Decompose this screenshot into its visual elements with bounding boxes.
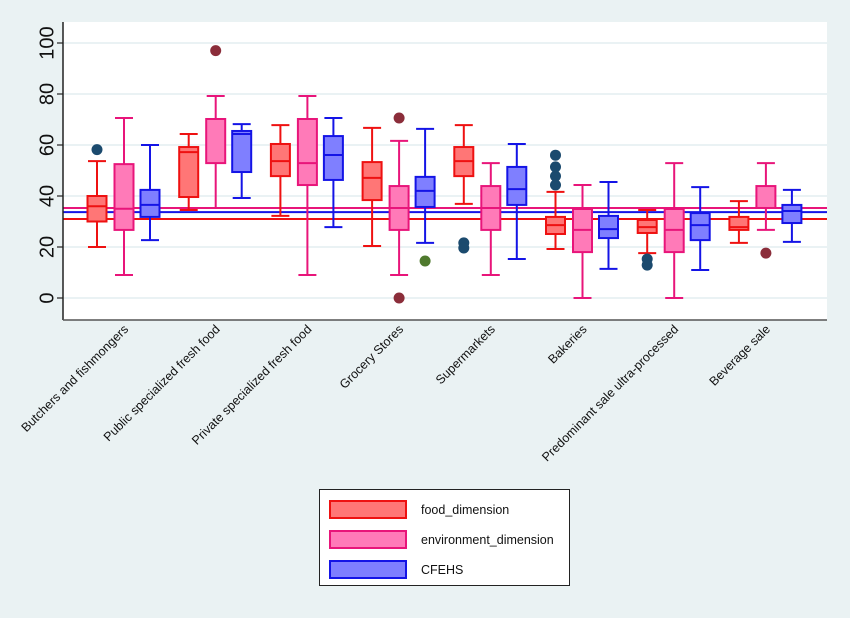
outlier-point [760,247,772,259]
outlier-point [210,45,222,57]
outlier-point [550,179,561,191]
legend: food_dimension environment_dimension CFE… [319,489,570,586]
box-iqr [598,214,619,240]
box-iqr [781,203,803,225]
box-iqr [296,117,318,187]
outlier-point [550,170,561,182]
x-tick-label: Supermarkets [433,322,498,387]
legend-item-food: food_dimension [329,499,509,520]
legend-item-cfehs: CFEHS [329,559,463,580]
box-iqr [322,135,344,181]
box-environment_dimension [113,116,135,277]
x-tick-label: Grocery Stores [337,322,406,391]
box-food_dimension [361,126,383,247]
legend-swatch-environment [329,530,407,549]
box-iqr [361,161,383,202]
legend-item-environment: environment_dimension [329,529,554,550]
x-tick-label: Bakeries [545,322,589,366]
box-iqr [86,195,108,223]
axes [62,22,827,321]
outlier-point [550,161,561,173]
x-tick-label: Beverage sale [707,322,773,388]
box-iqr [755,185,777,209]
box-CFEHS [414,127,436,267]
box-iqr [139,188,161,218]
x-tick-label: Butchers and fishmongers [19,322,132,435]
plot-area [63,22,827,320]
legend-swatch-food [329,500,407,519]
box-environment_dimension [296,95,318,277]
box-environment_dimension [663,162,685,299]
box-environment_dimension [755,162,777,259]
box-food_dimension [269,124,291,217]
box-food_dimension [636,209,658,271]
box-environment_dimension [205,45,227,209]
y-ticks: 0 20 40 60 80 100 [36,26,63,304]
outlier-point [641,259,653,271]
outlier-point [393,292,405,304]
box-environment_dimension [480,162,502,277]
outlier-point [393,112,405,124]
legend-swatch-cfehs [329,560,407,579]
box-CFEHS [781,188,803,243]
y-tick-label: 0 [36,292,58,303]
y-tick-label: 60 [36,134,58,156]
box-food_dimension [178,133,200,212]
box-CFEHS [598,180,619,270]
box-iqr [113,163,135,231]
box-CFEHS [231,123,253,200]
outlier-point [458,242,470,254]
y-tick-label: 20 [36,236,58,258]
legend-label: environment_dimension [421,532,554,547]
box-iqr [178,146,200,199]
boxes [86,45,803,304]
outlier-point [91,144,103,156]
box-iqr [689,212,711,242]
box-food_dimension [728,200,750,244]
box-CFEHS [139,144,161,242]
legend-label: CFEHS [421,562,464,577]
y-tick-label: 100 [36,26,58,59]
box-environment_dimension [388,112,410,304]
box-CFEHS [506,142,528,260]
box-food_dimension [86,144,108,248]
y-tick-label: 40 [36,185,58,207]
outlier-point [419,255,431,267]
box-food_dimension [453,124,475,254]
box-environment_dimension [572,184,593,299]
box-CFEHS [322,116,344,229]
outlier-point [550,149,561,161]
box-food_dimension [545,149,566,251]
box-iqr [506,165,528,206]
y-tick-label: 80 [36,83,58,105]
legend-label: food_dimension [421,502,510,517]
box-iqr [269,142,291,178]
box-iqr [205,117,227,165]
box-CFEHS [689,186,711,271]
box-iqr [414,175,436,208]
box-iqr [231,129,253,174]
